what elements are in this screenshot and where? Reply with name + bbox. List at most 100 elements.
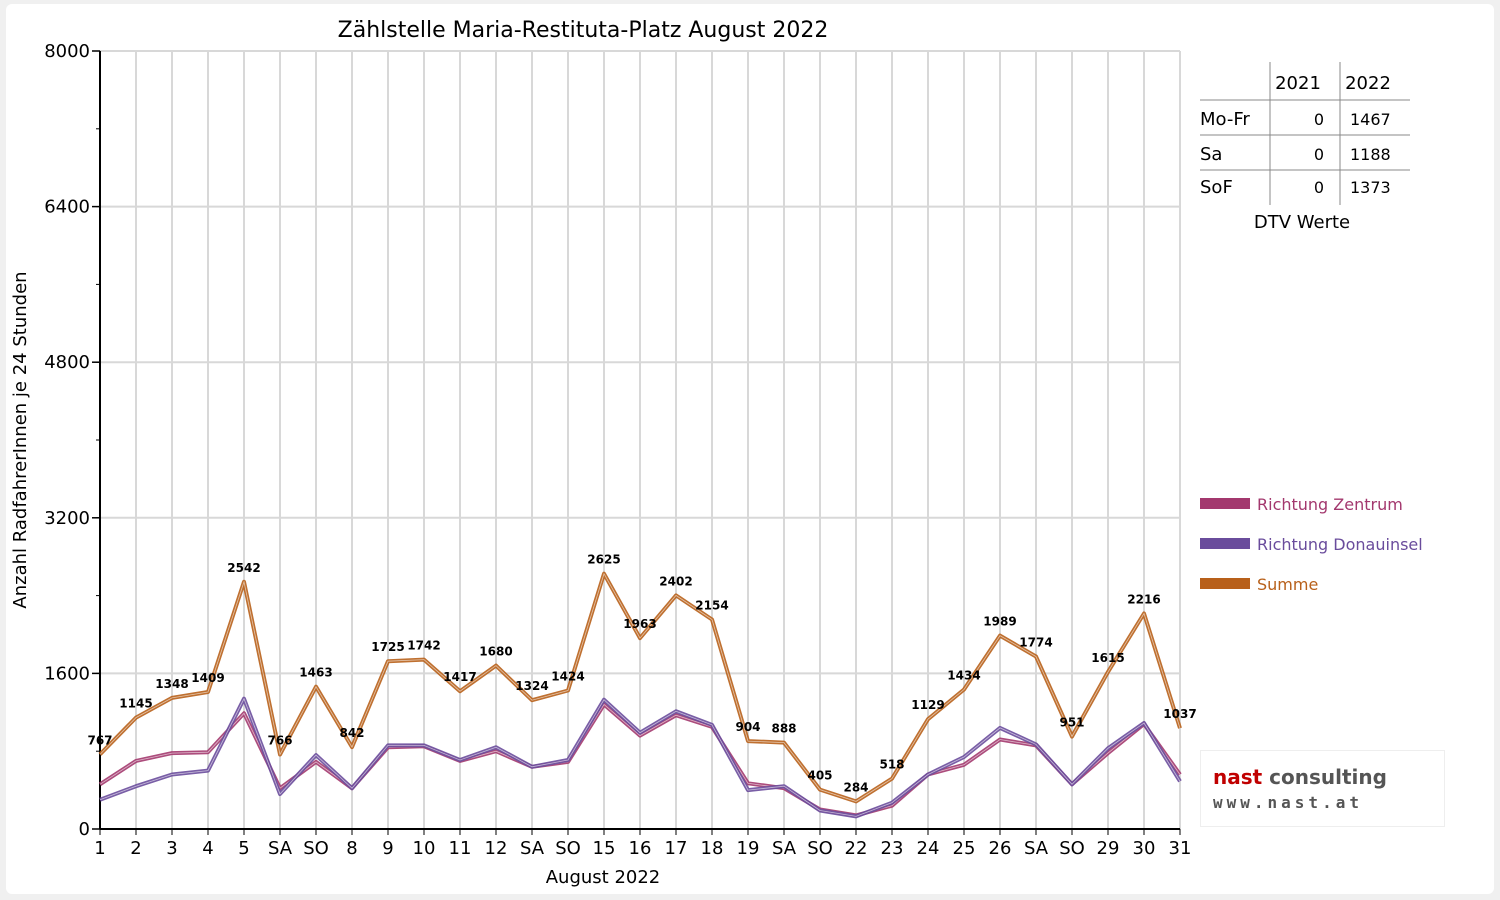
x-tick-label: 17 xyxy=(665,838,688,859)
y-tick-label: 3200 xyxy=(44,508,90,529)
dtv-cell-2021: 0 xyxy=(1314,145,1324,164)
data-label: 842 xyxy=(339,726,364,740)
data-label: 1324 xyxy=(515,679,548,693)
dtv-row-label: SoF xyxy=(1200,177,1233,198)
data-label: 1129 xyxy=(911,698,944,712)
x-tick-label: SO xyxy=(1059,838,1085,859)
data-label: 1145 xyxy=(119,697,152,711)
data-label: 1989 xyxy=(983,615,1016,629)
data-label: 904 xyxy=(735,720,760,734)
x-tick-label: SA xyxy=(520,838,545,859)
x-tick-label: 19 xyxy=(737,838,760,859)
y-tick-label: 0 xyxy=(79,819,90,840)
legend-swatch xyxy=(1200,538,1250,549)
data-label: 2625 xyxy=(587,553,620,567)
dtv-cell-2022: 1373 xyxy=(1350,178,1391,197)
legend: Richtung Zentrum Richtung Donauinsel Summe xyxy=(1200,495,1423,594)
data-label: 2216 xyxy=(1127,592,1160,606)
x-tick-label: 25 xyxy=(953,838,976,859)
x-tick-label: 18 xyxy=(701,838,724,859)
x-tick-label: SA xyxy=(772,838,797,859)
x-tick-label: 2 xyxy=(130,838,141,859)
y-tick-label: 8000 xyxy=(44,41,90,62)
legend-label: Richtung Donauinsel xyxy=(1257,535,1423,554)
series-line-highlight xyxy=(99,703,1181,816)
dtv-header-2021: 2021 xyxy=(1275,73,1321,94)
logo-name-part1: nast xyxy=(1213,765,1263,789)
data-label: 1615 xyxy=(1091,651,1124,665)
y-axis-label: Anzahl RadfahrerInnen je 24 Stunden xyxy=(10,271,31,608)
data-label: 888 xyxy=(771,722,796,736)
x-tick-label: 31 xyxy=(1169,838,1192,859)
data-label: 284 xyxy=(843,780,868,794)
logo-name: nast consulting xyxy=(1213,765,1387,789)
data-label: 1725 xyxy=(371,640,404,654)
legend-label: Richtung Zentrum xyxy=(1257,495,1403,514)
x-tick-label: SA xyxy=(268,838,293,859)
y-tick-label: 6400 xyxy=(44,197,90,218)
data-label: 1434 xyxy=(947,669,980,683)
x-tick-label: SA xyxy=(1024,838,1049,859)
dtv-cell-2021: 0 xyxy=(1314,110,1324,129)
logo-name-part2: consulting xyxy=(1262,765,1387,789)
x-tick-label: 23 xyxy=(881,838,904,859)
data-label: 405 xyxy=(807,769,832,783)
x-tick-label: 26 xyxy=(989,838,1012,859)
data-label: 951 xyxy=(1059,716,1084,730)
data-label: 2154 xyxy=(695,599,728,613)
dtv-cell-2022: 1467 xyxy=(1350,110,1391,129)
data-label: 1348 xyxy=(155,677,188,691)
dtv-caption: DTV Werte xyxy=(1254,212,1350,233)
legend-label: Summe xyxy=(1257,575,1318,594)
data-label: 1963 xyxy=(623,617,656,631)
legend-swatch xyxy=(1200,498,1250,509)
x-tick-label: 15 xyxy=(593,838,616,859)
x-tick-label: 3 xyxy=(166,838,177,859)
grid xyxy=(100,50,1181,829)
company-logo: nast consulting www.nast.at xyxy=(1200,750,1445,827)
x-tick-label: 12 xyxy=(485,838,508,859)
data-label: 1463 xyxy=(299,666,332,680)
data-label: 2542 xyxy=(227,561,260,575)
y-tick-label: 1600 xyxy=(44,663,90,684)
data-label: 518 xyxy=(879,758,904,772)
series-lines xyxy=(98,571,1182,819)
data-label: 2402 xyxy=(659,574,692,588)
x-tick-label: 11 xyxy=(449,838,472,859)
dtv-row-label: Sa xyxy=(1200,144,1222,165)
x-tick-label: SO xyxy=(303,838,329,859)
data-label: 1409 xyxy=(191,671,224,685)
x-tick-label: 1 xyxy=(94,838,105,859)
x-tick-label: 4 xyxy=(202,838,213,859)
x-tick-label: SO xyxy=(555,838,581,859)
data-label: 1417 xyxy=(443,670,476,684)
x-tick-label: 8 xyxy=(346,838,357,859)
x-tick-label: 10 xyxy=(413,838,436,859)
dtv-table: 2021 2022 Mo-Fr 0 1467 Sa 0 1188 SoF 0 1… xyxy=(1200,62,1410,233)
dtv-cell-2021: 0 xyxy=(1314,178,1324,197)
x-tick-label: 24 xyxy=(917,838,940,859)
x-axis-label: August 2022 xyxy=(546,867,661,888)
dtv-row-label: Mo-Fr xyxy=(1200,109,1250,130)
data-label: 1774 xyxy=(1019,635,1052,649)
data-label: 1424 xyxy=(551,670,584,684)
chart-title: Zählstelle Maria-Restituta-Platz August … xyxy=(338,18,829,43)
dtv-header-2022: 2022 xyxy=(1345,73,1391,94)
x-tick-label: 5 xyxy=(238,838,249,859)
legend-swatch xyxy=(1200,578,1250,589)
data-label: 1742 xyxy=(407,639,440,653)
series-line-highlight xyxy=(99,697,1181,817)
x-tick-label: SO xyxy=(807,838,833,859)
logo-url: www.nast.at xyxy=(1213,793,1363,812)
chart-panel xyxy=(6,4,1494,894)
x-tick-label: 9 xyxy=(382,838,393,859)
dtv-cell-2022: 1188 xyxy=(1350,145,1391,164)
data-label: 1680 xyxy=(479,645,512,659)
y-tick-label: 4800 xyxy=(44,352,90,373)
x-tick-label: 29 xyxy=(1097,838,1120,859)
series-line-highlight xyxy=(99,572,1181,802)
data-label: 1037 xyxy=(1163,707,1196,721)
x-tick-label: 22 xyxy=(845,838,868,859)
